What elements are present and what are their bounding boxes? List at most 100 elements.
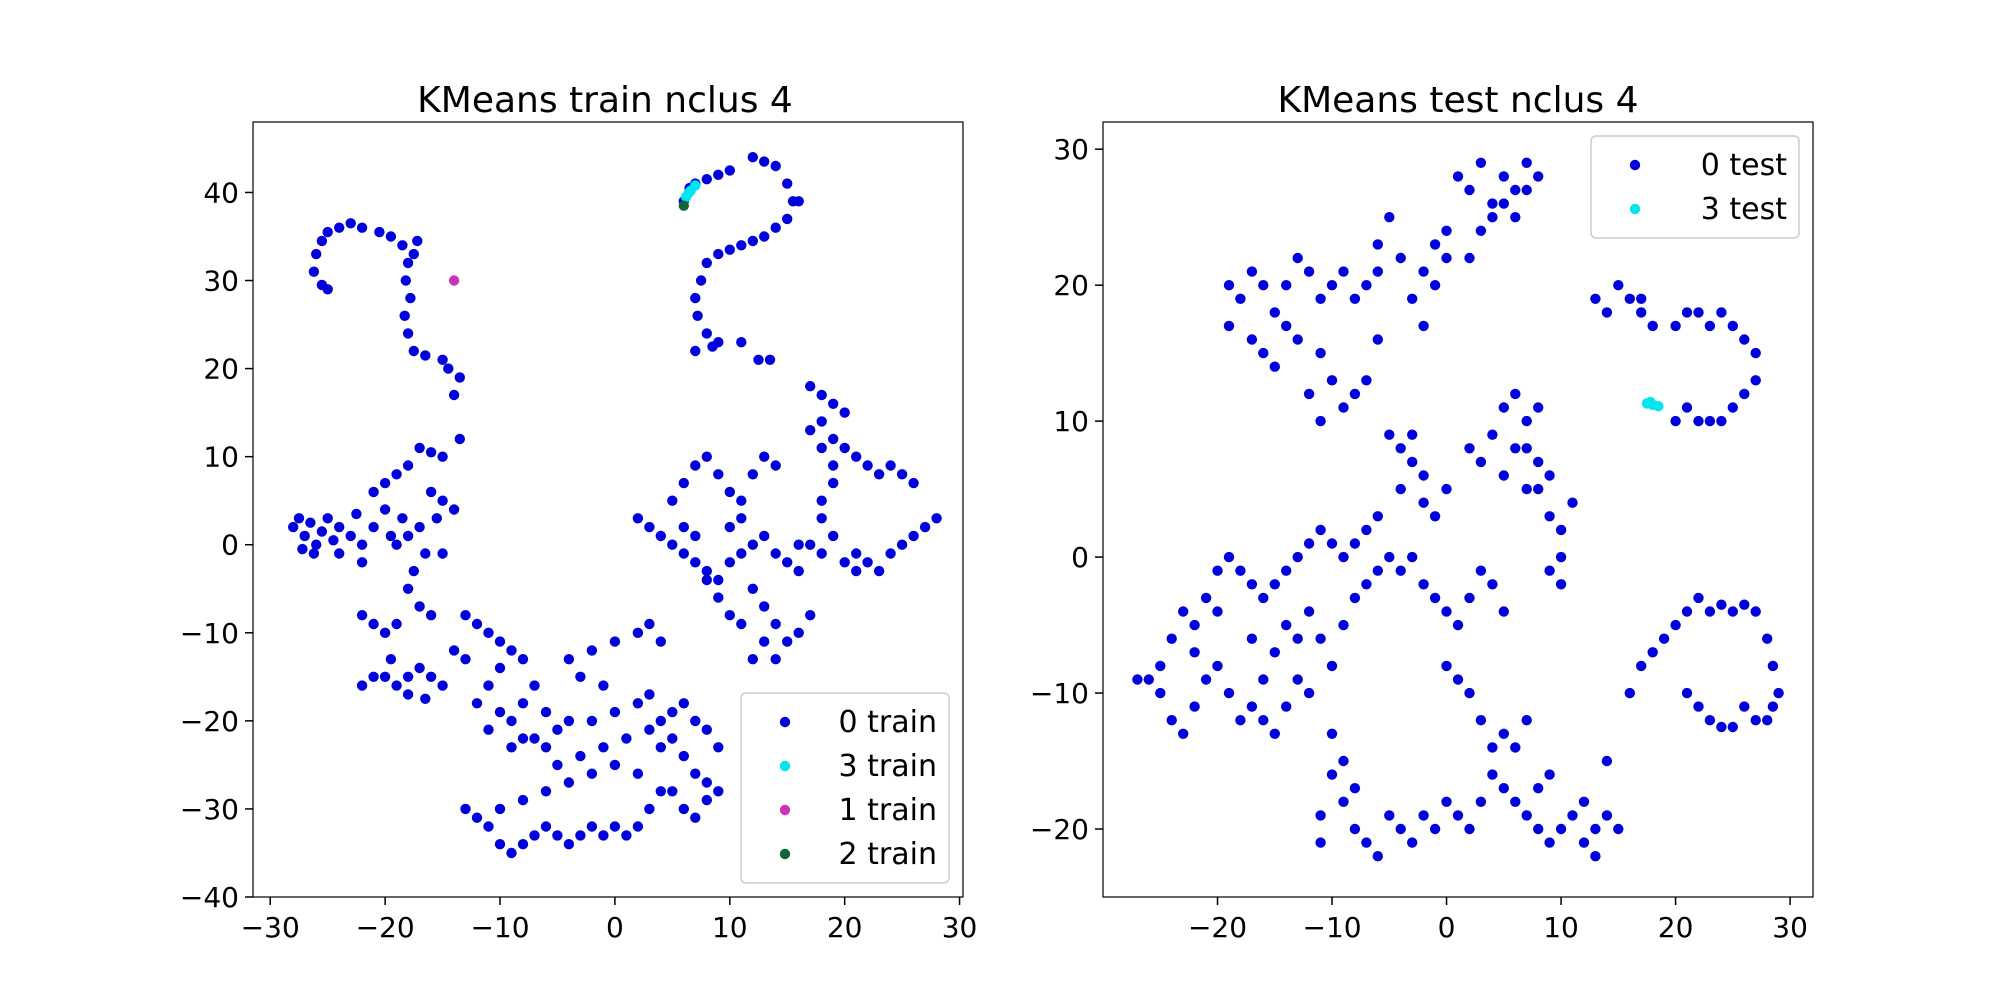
- test-point-series-0: [1441, 225, 1452, 236]
- train-point-series-2: [448, 275, 460, 286]
- train-point-series-0: [759, 156, 770, 167]
- train-point-series-0: [707, 341, 718, 352]
- test-point-series-0: [1303, 606, 1315, 617]
- train-point-series-0: [385, 654, 397, 665]
- train-point-series-0: [764, 354, 776, 365]
- test-point-series-0: [1429, 239, 1441, 250]
- train-legend-marker: [779, 848, 791, 860]
- test-point-series-0: [1384, 810, 1395, 821]
- test-point-series-0: [1258, 715, 1269, 726]
- train-point-series-0: [690, 530, 701, 542]
- train-point-series-0: [667, 495, 678, 506]
- test-point-series-0: [1533, 483, 1544, 495]
- test-point-series-0: [1716, 599, 1727, 610]
- train-point-series-0: [839, 442, 850, 454]
- train-point-series-0: [701, 794, 712, 806]
- train-point-series-0: [701, 574, 712, 586]
- train-point-series-0: [563, 839, 575, 850]
- train-point-series-0: [782, 636, 793, 647]
- test-point-series-0: [1384, 212, 1395, 223]
- train-point-series-0: [368, 521, 379, 533]
- test-point-series-0: [1212, 660, 1223, 672]
- train-point-series-0: [736, 618, 747, 630]
- train-point-series-0: [494, 706, 506, 718]
- test-point-series-0: [1578, 837, 1590, 848]
- test-legend-label: 3 test: [1701, 192, 1787, 227]
- train-point-series-0: [402, 530, 414, 542]
- train-point-series-0: [391, 618, 402, 630]
- test-x-axis: −20 −10 0 10 20 30: [1188, 897, 1808, 944]
- test-point-series-0: [1281, 280, 1292, 291]
- test-point-series-0: [1636, 307, 1647, 318]
- train-point-series-0: [759, 231, 770, 242]
- train-x-tick-label: −30: [241, 911, 300, 944]
- test-point-series-0: [1292, 674, 1303, 685]
- test-point-series-0: [1189, 701, 1200, 712]
- train-point-series-0: [517, 794, 529, 806]
- train-point-series-0: [425, 610, 437, 621]
- train-point-series-0: [311, 539, 322, 550]
- train-point-series-0: [412, 235, 423, 247]
- train-point-series-0: [862, 557, 873, 568]
- train-point-series-0: [575, 750, 586, 762]
- train-point-series-0: [334, 548, 345, 559]
- test-x-tick-label: 30: [1772, 911, 1808, 944]
- train-point-series-0: [586, 821, 598, 832]
- train-point-series-0: [770, 160, 781, 172]
- train-x-tick-label: 20: [827, 911, 863, 944]
- train-point-series-0: [414, 521, 425, 533]
- train-point-series-0: [420, 350, 431, 361]
- train-point-series-0: [471, 698, 483, 709]
- train-point-series-1: [690, 180, 701, 191]
- train-point-series-0: [402, 328, 414, 339]
- train-point-series-0: [644, 803, 655, 815]
- train-point-series-0: [678, 750, 689, 762]
- train-point-series-0: [747, 235, 758, 247]
- train-point-series-0: [334, 521, 345, 533]
- test-point-series-0: [1178, 728, 1189, 739]
- test-point-series-0: [1166, 715, 1177, 726]
- train-point-series-0: [655, 636, 666, 647]
- train-point-series-0: [701, 565, 712, 577]
- train-point-series-0: [448, 645, 460, 656]
- test-point-series-0: [1372, 239, 1384, 250]
- train-point-series-0: [598, 742, 609, 753]
- test-point-series-0: [1533, 456, 1544, 468]
- test-point-series-0: [1521, 483, 1532, 495]
- train-point-series-0: [506, 847, 517, 859]
- train-point-series-0: [483, 680, 494, 691]
- train-point-series-0: [563, 715, 575, 727]
- test-point-series-0: [1727, 606, 1739, 617]
- train-point-series-1: [683, 188, 694, 199]
- train-point-series-0: [851, 451, 862, 462]
- train-point-series-0: [908, 530, 919, 542]
- train-point-series-0: [322, 284, 333, 295]
- test-point-series-0: [1452, 619, 1464, 631]
- train-point-series-0: [828, 460, 839, 471]
- test-point-series-0: [1361, 837, 1372, 848]
- train-point-series-0: [655, 786, 666, 797]
- train-point-series-0: [454, 433, 465, 445]
- train-point-series-0: [379, 627, 391, 638]
- train-point-series-0: [873, 469, 885, 480]
- train-point-series-0: [356, 539, 368, 550]
- test-point-series-0: [1212, 606, 1223, 617]
- test-point-series-0: [1670, 415, 1681, 427]
- test-point-series-0: [1292, 334, 1303, 345]
- train-point-series-0: [405, 292, 416, 304]
- train-point-series-0: [690, 715, 701, 727]
- test-point-series-0: [1487, 198, 1498, 209]
- train-point-series-0: [540, 786, 552, 797]
- test-x-tick-label: 10: [1543, 911, 1579, 944]
- test-point-series-0: [1361, 375, 1372, 386]
- test-point-series-0: [1418, 470, 1429, 481]
- test-point-series-0: [1624, 293, 1636, 304]
- train-point-series-0: [667, 539, 678, 550]
- test-point-series-0: [1750, 347, 1761, 359]
- train-point-series-0: [448, 389, 460, 401]
- test-point-series-0: [1429, 280, 1441, 291]
- test-point-series-0: [1533, 823, 1544, 835]
- train-point-series-0: [414, 601, 425, 612]
- train-point-series-0: [529, 830, 540, 841]
- test-point-series-0: [1281, 320, 1292, 332]
